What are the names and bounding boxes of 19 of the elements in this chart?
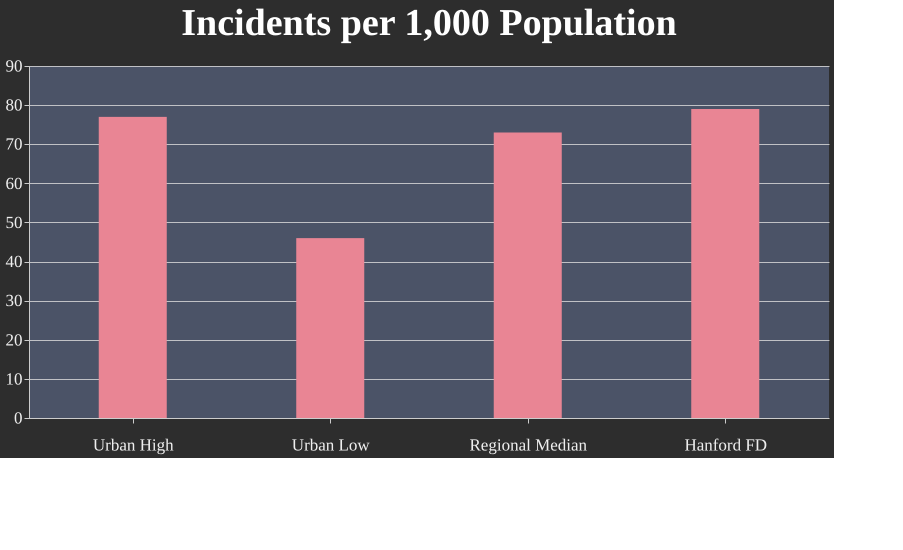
y-tick-label: 70 <box>6 134 22 154</box>
y-tick-label: 30 <box>6 291 22 310</box>
bar <box>691 109 760 418</box>
bar <box>296 238 364 418</box>
y-tick-label: 10 <box>6 369 22 388</box>
y-tick-label: 50 <box>6 212 22 232</box>
bar <box>494 132 562 418</box>
bar <box>98 116 167 418</box>
y-tick-label: 20 <box>6 330 22 350</box>
x-tick-label: Urban Low <box>292 436 370 454</box>
y-tick-label: 80 <box>6 96 22 115</box>
y-tick-label: 0 <box>14 408 22 428</box>
x-tick-label: Regional Median <box>469 436 588 454</box>
x-tick-label: Hanford FD <box>684 436 768 454</box>
y-tick-label: 60 <box>6 174 22 193</box>
chart-title: Incidents per 1,000 Population <box>181 2 677 44</box>
y-tick-label: 40 <box>6 252 22 272</box>
x-tick-label: Urban High <box>92 436 174 454</box>
y-tick-label: 90 <box>6 56 22 76</box>
